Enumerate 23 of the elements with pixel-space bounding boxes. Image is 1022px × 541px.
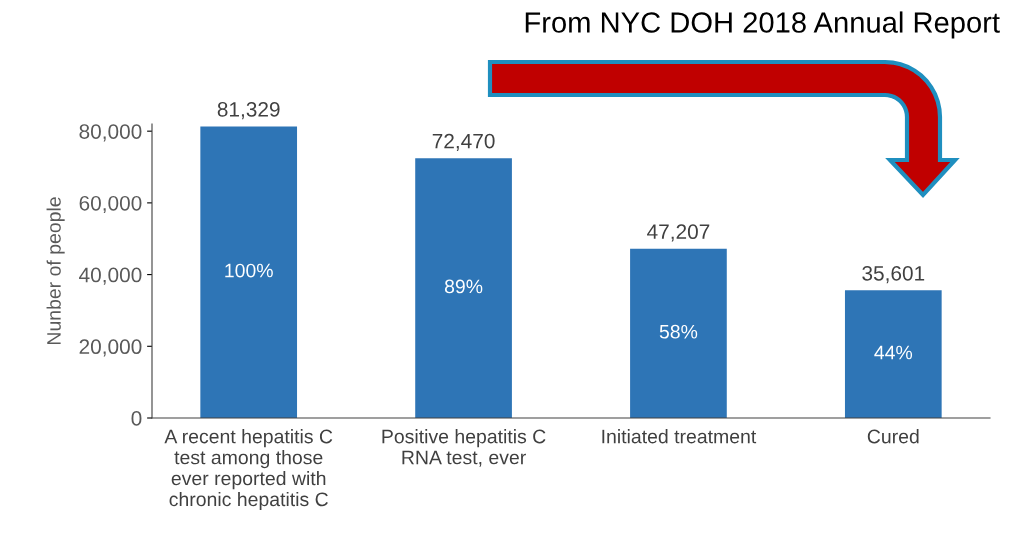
annotation: 58% [659,324,698,339]
y-tick-label: 20,000 [79,339,142,357]
data-label: 35,601 [862,265,925,284]
annotation: 100% [225,263,273,278]
data-label: 72,470 [432,133,495,151]
x-tick-label: A recent hepatitis C test among those ever reported with chronic hepatitis C [164,429,333,511]
x-tick-label: Positive hepatitis C RNA test, ever [382,429,546,467]
data-label: 81,329 [217,101,280,120]
annotation: 89% [444,279,483,294]
chart-title: From NYC DOH 2018 Annual Report [525,11,1000,39]
y-axis-title: Nunber of people [46,197,65,344]
annotation: 44% [874,345,913,360]
bar [630,248,727,418]
y-tick-label: 80,000 [79,124,142,142]
y-tick-label: 40,000 [79,267,142,285]
y-tick-label: 0 [131,411,142,426]
bar [200,126,298,418]
data-label: 47,207 [647,224,710,242]
bar [844,290,942,418]
x-tick-label: Initiated treatment [602,429,757,444]
bar [415,158,512,418]
y-tick-label: 60,000 [79,195,142,214]
x-tick-label: Cured [867,429,919,444]
